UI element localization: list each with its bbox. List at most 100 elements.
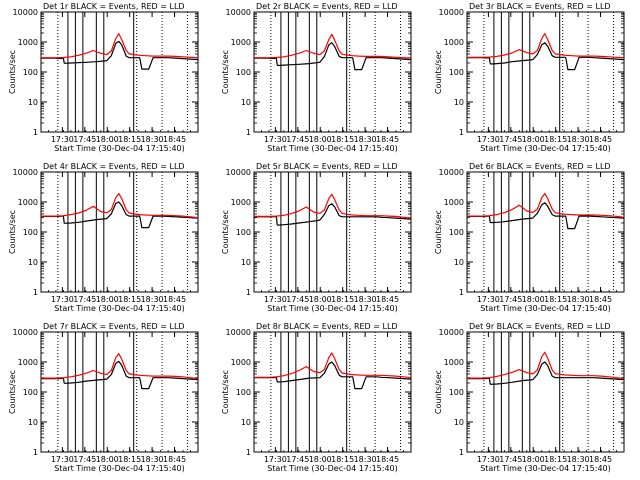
x-axis-label: Start Time (30-Dec-04 17:15:40) (267, 144, 398, 153)
x-tick-label: 17:45 (286, 135, 309, 144)
x-axis-label: Start Time (30-Dec-04 17:15:40) (54, 464, 185, 473)
y-tick-label: 10000 (226, 168, 251, 177)
x-axis-label: Start Time (30-Dec-04 17:15:40) (267, 304, 398, 313)
x-tick-label: 17:30 (264, 295, 287, 304)
x-tick-label: 17:30 (264, 455, 287, 464)
y-tick-label: 10 (241, 98, 251, 107)
detector-panel-5: 17:30 17:45 18:00 18:15 18:30 18:45 1 10 100 1000… (221, 162, 412, 313)
plot-frame (466, 331, 625, 453)
y-tick-label: 10 (28, 258, 38, 267)
series-line-lld (467, 32, 625, 59)
x-tick-label: 18:30 (567, 295, 590, 304)
x-tick-label: 18:15 (118, 135, 141, 144)
x-tick-label: 18:45 (163, 295, 186, 304)
x-tick-label: 18:00 (522, 295, 545, 304)
x-tick-label: 18:15 (544, 295, 567, 304)
x-tick-label: 17:45 (286, 455, 309, 464)
series-line-events (254, 203, 412, 226)
x-axis-label: Start Time (30-Dec-04 17:15:40) (480, 304, 611, 313)
x-tick-label: 18:00 (96, 455, 119, 464)
chart-title: Det 1r BLACK = Events, RED = LLD (43, 2, 185, 11)
series-line-lld (467, 351, 625, 380)
x-tick-label: 17:30 (51, 135, 74, 144)
y-tick-label: 1 (459, 448, 464, 457)
x-tick-label: 17:45 (73, 455, 96, 464)
x-axis-label: Start Time (30-Dec-04 17:15:40) (54, 304, 185, 313)
y-tick-label: 1 (246, 448, 251, 457)
y-tick-label: 10000 (226, 328, 251, 337)
x-tick-label: 18:00 (309, 455, 332, 464)
y-tick-label: 10000 (439, 8, 464, 17)
x-axis-label: Start Time (30-Dec-04 17:15:40) (480, 464, 611, 473)
x-tick-label: 18:00 (522, 455, 545, 464)
y-tick-label: 10000 (226, 8, 251, 17)
y-axis-label: Counts/sec (434, 370, 443, 414)
detector-panel-4: 17:30 17:45 18:00 18:15 18:30 18:45 1 10 100 1000… (8, 162, 199, 313)
x-tick-label: 18:45 (163, 455, 186, 464)
x-axis-label: Start Time (30-Dec-04 17:15:40) (480, 144, 611, 153)
x-tick-label: 18:30 (354, 295, 377, 304)
x-tick-label: 18:00 (309, 135, 332, 144)
x-tick-label: 18:00 (522, 135, 545, 144)
x-tick-label: 17:45 (73, 135, 96, 144)
y-tick-label: 10 (241, 258, 251, 267)
detector-panel-9: 17:30 17:45 18:00 18:15 18:30 18:45 1 10 100 1000… (434, 322, 625, 473)
detector-panel-6: 17:30 17:45 18:00 18:15 18:30 18:45 1 10 100 1000… (434, 162, 625, 313)
series-line-lld (41, 353, 199, 380)
series-line-lld (41, 32, 199, 59)
plot-frame (40, 11, 199, 133)
plot-frame (40, 171, 199, 293)
x-tick-label: 17:45 (286, 295, 309, 304)
y-tick-label: 1 (459, 128, 464, 137)
x-tick-label: 18:15 (544, 135, 567, 144)
x-tick-label: 18:00 (96, 295, 119, 304)
y-tick-label: 1 (459, 288, 464, 297)
y-tick-label: 100 (449, 228, 464, 237)
y-tick-label: 1000 (231, 38, 251, 47)
y-tick-label: 1000 (18, 358, 38, 367)
y-tick-label: 1000 (444, 358, 464, 367)
chart-title: Det 2r BLACK = Events, RED = LLD (256, 2, 398, 11)
y-axis-label: Counts/sec (8, 210, 17, 254)
y-tick-label: 1 (33, 128, 38, 137)
detector-panel-8: 17:30 17:45 18:00 18:15 18:30 18:45 1 10 100 1000… (221, 322, 412, 473)
y-tick-label: 1000 (18, 38, 38, 47)
x-tick-label: 18:15 (544, 455, 567, 464)
x-tick-label: 18:30 (354, 455, 377, 464)
y-tick-label: 100 (23, 228, 38, 237)
x-tick-label: 18:45 (163, 135, 186, 144)
y-tick-label: 1 (246, 128, 251, 137)
x-tick-label: 17:30 (477, 135, 500, 144)
series-line-events (254, 42, 412, 71)
series-line-events (467, 42, 625, 71)
chart-title: Det 3r BLACK = Events, RED = LLD (469, 2, 611, 11)
chart-title: Det 9r BLACK = Events, RED = LLD (469, 322, 611, 331)
y-axis-label: Counts/sec (434, 210, 443, 254)
x-tick-label: 17:30 (477, 295, 500, 304)
series-line-events (41, 201, 199, 229)
y-tick-label: 1000 (18, 198, 38, 207)
y-tick-label: 10 (28, 98, 38, 107)
plot-frame (253, 11, 412, 133)
y-tick-label: 10000 (13, 168, 38, 177)
y-tick-label: 10 (454, 258, 464, 267)
chart-title: Det 4r BLACK = Events, RED = LLD (43, 162, 185, 171)
x-tick-label: 18:00 (96, 135, 119, 144)
x-axis-label: Start Time (30-Dec-04 17:15:40) (54, 144, 185, 153)
x-tick-label: 18:15 (118, 455, 141, 464)
x-tick-label: 18:30 (567, 455, 590, 464)
x-tick-label: 18:30 (567, 135, 590, 144)
x-tick-label: 17:30 (51, 455, 74, 464)
x-tick-label: 18:45 (376, 455, 399, 464)
series-line-lld (254, 352, 412, 379)
y-tick-label: 10 (454, 418, 464, 427)
series-line-events (41, 40, 199, 70)
y-tick-label: 1000 (444, 38, 464, 47)
x-tick-label: 18:45 (589, 295, 612, 304)
y-tick-label: 100 (449, 388, 464, 397)
x-tick-label: 17:45 (499, 455, 522, 464)
y-tick-label: 1 (246, 288, 251, 297)
y-tick-label: 1000 (231, 358, 251, 367)
plot-frame (253, 171, 412, 293)
x-tick-label: 18:15 (331, 295, 354, 304)
